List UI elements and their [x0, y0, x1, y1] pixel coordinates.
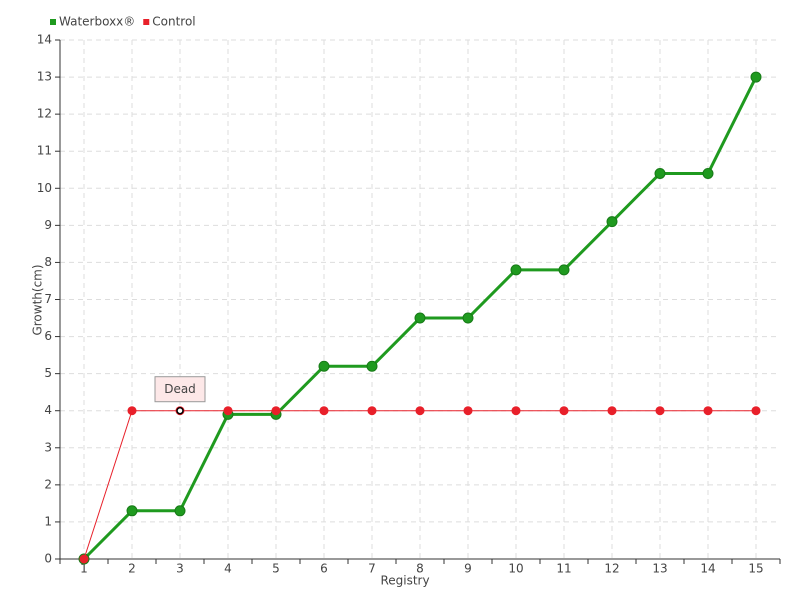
data-point [174, 505, 186, 517]
x-tick-label: 12 [604, 562, 619, 576]
data-point [318, 360, 330, 372]
x-tick-label: 8 [416, 562, 424, 576]
data-point [607, 406, 617, 416]
data-point [463, 406, 473, 416]
data-point [271, 406, 281, 416]
data-point [559, 406, 569, 416]
x-tick-label: 15 [748, 562, 763, 576]
data-point [415, 406, 425, 416]
data-point [702, 167, 714, 179]
data-point [223, 406, 233, 416]
y-tick-label: 7 [44, 292, 52, 306]
data-point [655, 406, 665, 416]
data-point [511, 406, 521, 416]
x-tick-label: 2 [128, 562, 136, 576]
legend-swatch [50, 19, 56, 25]
x-tick-label: 11 [556, 562, 571, 576]
y-tick-label: 10 [37, 181, 52, 195]
y-tick-label: 9 [44, 218, 52, 232]
x-tick-label: 9 [464, 562, 472, 576]
data-point [126, 505, 138, 517]
y-tick-label: 8 [44, 255, 52, 269]
x-tick-label: 7 [368, 562, 376, 576]
y-tick-label: 13 [37, 70, 52, 84]
y-tick-label: 11 [37, 144, 52, 158]
x-tick-label: 13 [652, 562, 667, 576]
data-point [750, 71, 762, 83]
y-tick-label: 1 [44, 514, 52, 528]
data-point [367, 406, 377, 416]
annotation-point [176, 406, 184, 415]
y-tick-label: 2 [44, 477, 52, 491]
y-axis-label: Growth(cm) [31, 264, 45, 335]
annotation-text: Dead [164, 382, 196, 396]
x-tick-label: 3 [176, 562, 184, 576]
y-tick-label: 5 [44, 366, 52, 380]
x-tick-label: 5 [272, 562, 280, 576]
data-point [79, 554, 89, 564]
x-tick-label: 1 [80, 562, 88, 576]
data-point [414, 312, 426, 324]
data-point [366, 360, 378, 372]
x-tick-label: 14 [700, 562, 715, 576]
data-point [510, 264, 522, 276]
x-tick-label: 10 [508, 562, 523, 576]
annotation-box [154, 376, 206, 403]
y-tick-label: 14 [37, 33, 52, 47]
x-tick-label: 4 [224, 562, 232, 576]
y-tick-label: 3 [44, 440, 52, 454]
data-point [127, 406, 137, 416]
data-point [606, 216, 618, 228]
y-tick-label: 12 [37, 107, 52, 121]
y-tick-label: 4 [44, 403, 52, 417]
x-tick-label: 6 [320, 562, 328, 576]
legend-swatch [143, 19, 150, 25]
y-tick-label: 6 [44, 329, 52, 343]
data-point [319, 406, 329, 416]
data-point [751, 406, 761, 416]
legend-label: Waterboxx® [59, 15, 135, 29]
y-tick-label: 0 [44, 552, 52, 566]
data-point [558, 264, 570, 276]
legend-label: Control [152, 15, 195, 29]
x-axis-label: Registry [380, 574, 429, 588]
data-point [462, 312, 474, 324]
data-point [703, 406, 713, 416]
data-point [654, 167, 666, 179]
